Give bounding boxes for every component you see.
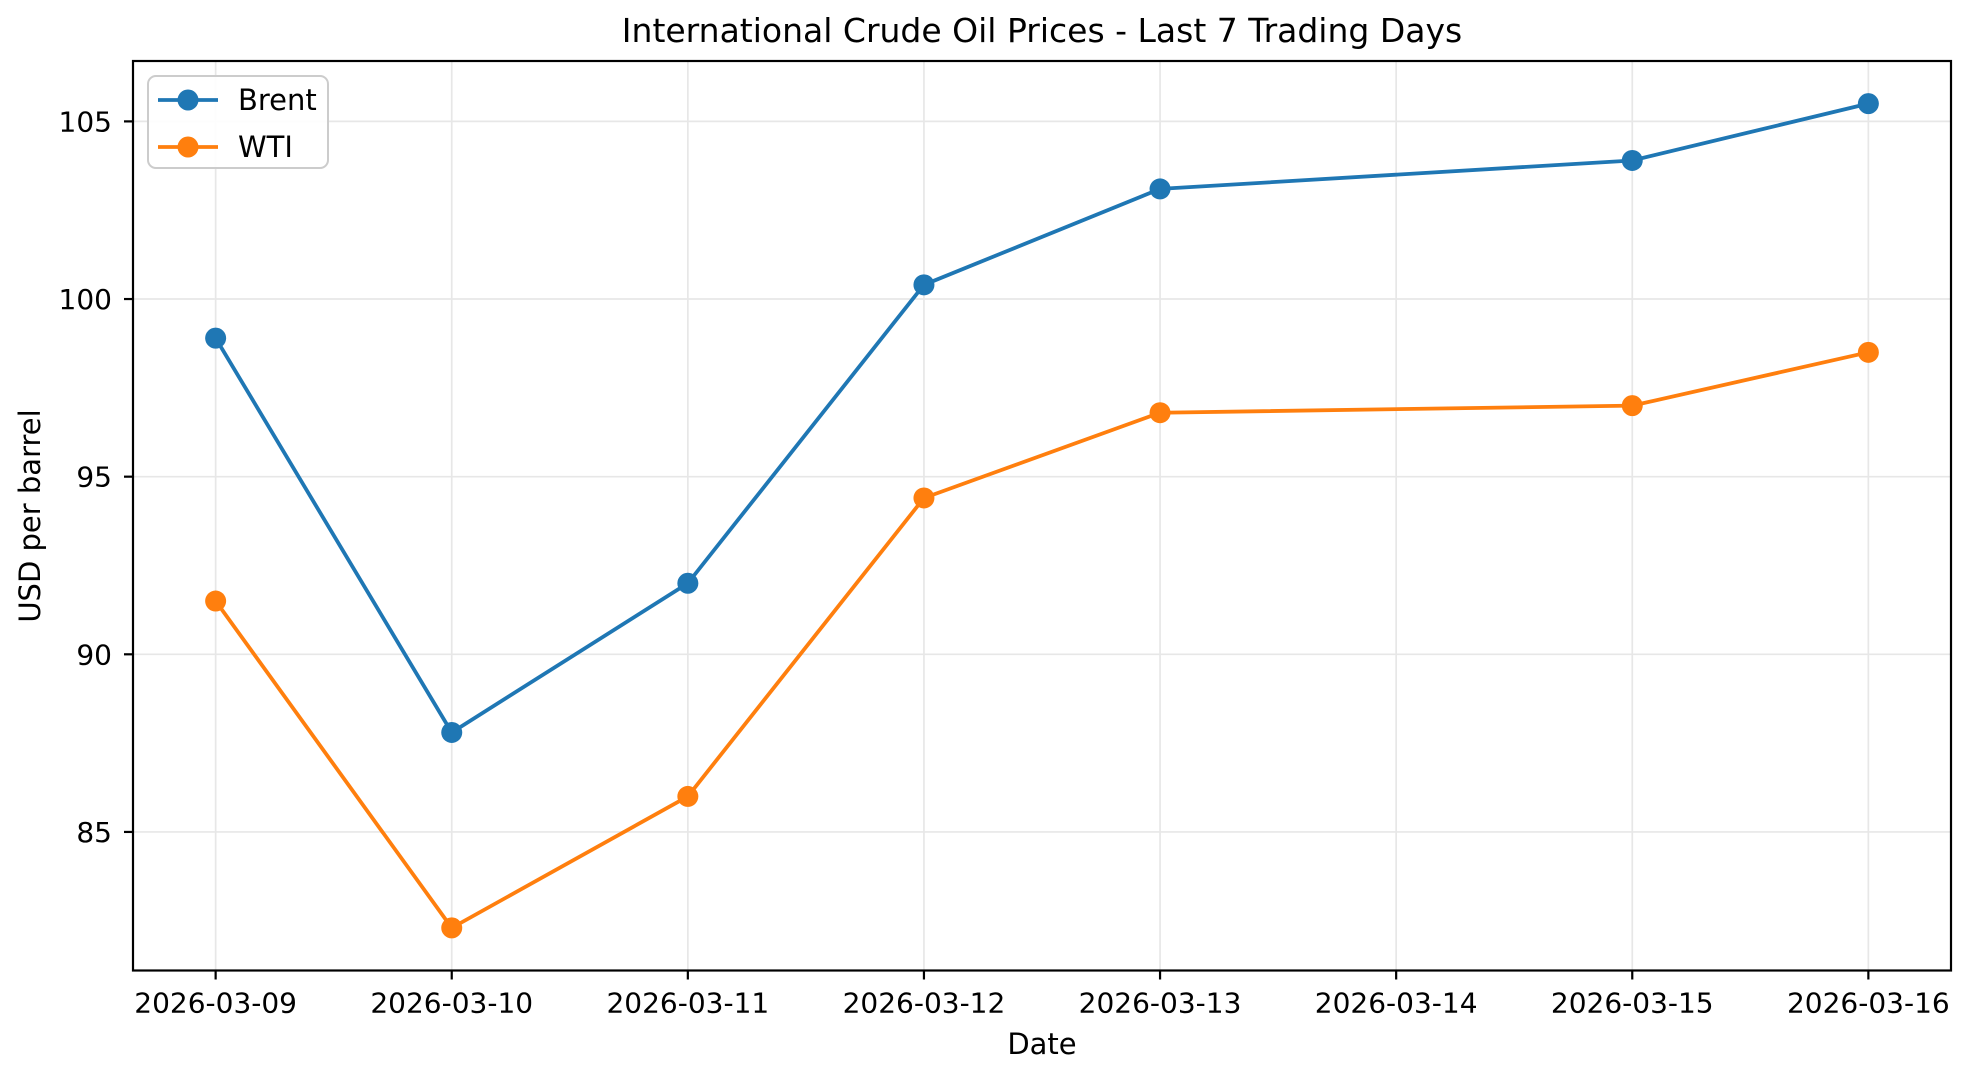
x-tick-label: 2026-03-15 [1551,987,1714,1020]
series-layer [205,93,1879,939]
data-point [677,572,699,594]
data-point [441,917,463,939]
legend-entry: Brent [158,83,317,117]
legend-label: Brent [238,83,317,117]
y-tick-label: 105 [59,105,112,138]
legend-entry: WTI [158,130,293,164]
data-point [677,785,699,807]
data-point [1149,402,1171,424]
data-point [1857,93,1879,115]
data-point [441,721,463,743]
data-point [205,590,227,612]
data-point [1621,149,1643,171]
data-point [913,487,935,509]
legend: Brent WTI [147,75,329,169]
y-tick-label: 85 [76,816,112,849]
plot-border-rect [131,59,1953,972]
plot-border [131,59,1953,972]
legend-label: WTI [238,130,293,164]
x-tick-label: 2026-03-13 [1079,987,1242,1020]
x-tick-label: 2026-03-10 [370,987,533,1020]
y-tick-label: 100 [59,283,112,316]
series-brent [205,93,1879,743]
series-line [213,350,1871,930]
x-tick-label: 2026-03-09 [134,987,297,1020]
x-tick-label: 2026-03-14 [1315,987,1478,1020]
data-point [1857,341,1879,363]
chart-title: International Crude Oil Prices - Last 7 … [622,11,1462,50]
data-point [1621,395,1643,417]
axis-ticks: 2026-03-09 2026-03-10 2026-03-11 2026-03-12… [59,105,1950,1019]
series-wti [205,341,1879,939]
data-point [913,274,935,296]
y-axis-label: USD per barrel [13,409,47,622]
data-point [1149,178,1171,200]
x-axis-label: Date [1007,1027,1076,1061]
gridlines [133,61,1951,971]
series-line [213,101,1871,735]
x-tick-label: 2026-03-16 [1787,987,1950,1020]
x-tick-label: 2026-03-11 [606,987,769,1020]
legend-swatch-marker [177,136,199,158]
y-tick-label: 90 [76,638,112,671]
data-point [205,327,227,349]
y-tick-label: 95 [76,461,112,494]
legend-swatch-marker [177,89,199,111]
x-tick-label: 2026-03-12 [843,987,1006,1020]
